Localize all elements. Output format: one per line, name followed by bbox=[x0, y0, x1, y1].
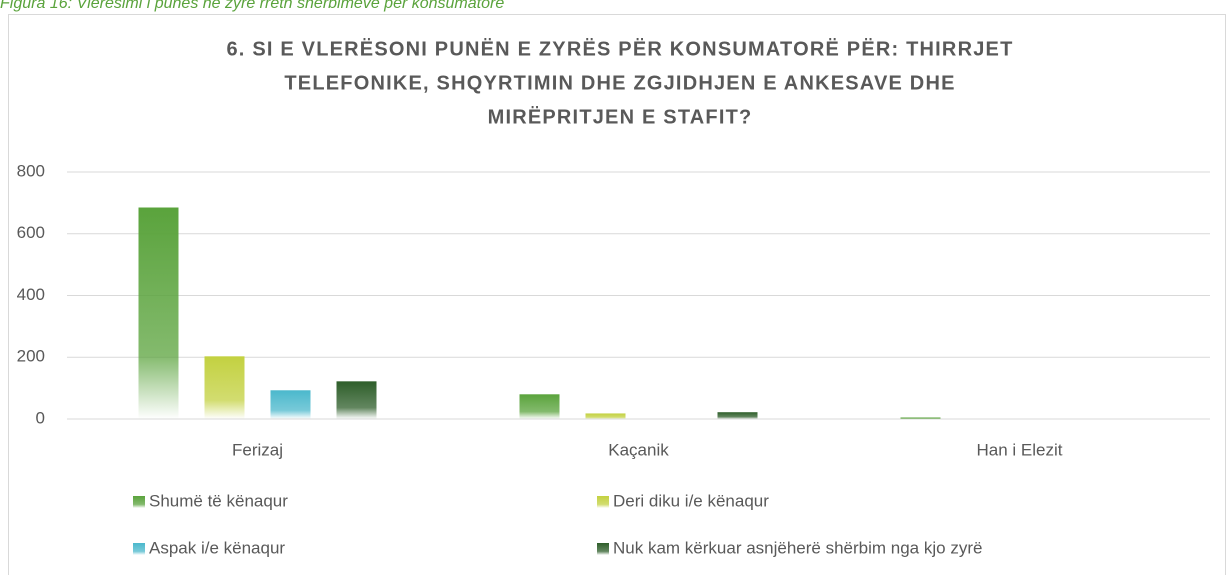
chart-frame bbox=[8, 14, 1226, 575]
bar bbox=[585, 413, 626, 419]
chart-title: MIRËPRITJEN E STAFIT? bbox=[488, 105, 753, 128]
bar bbox=[270, 390, 311, 419]
bar bbox=[204, 356, 245, 419]
legend-swatch bbox=[133, 496, 145, 508]
x-tick-label: Ferizaj bbox=[232, 440, 283, 459]
x-tick-label: Han i Elezit bbox=[977, 440, 1063, 459]
legend-swatch bbox=[597, 496, 609, 508]
y-tick-label: 400 bbox=[17, 285, 45, 304]
chart-title: 6. SI E VLERËSONI PUNËN E ZYRËS PËR KONS… bbox=[226, 37, 1013, 60]
y-tick-label: 600 bbox=[17, 223, 45, 242]
y-tick-label: 0 bbox=[36, 408, 45, 427]
legend-swatch bbox=[133, 543, 145, 555]
chart-title: TELEFONIKE, SHQYRTIMIN DHE ZGJIDHJEN E A… bbox=[284, 72, 955, 94]
legend-label: Nuk kam kërkuar asnjëherë shërbim nga kj… bbox=[613, 538, 982, 557]
bar bbox=[900, 417, 941, 419]
bar bbox=[138, 207, 179, 419]
bar bbox=[519, 394, 560, 419]
y-tick-label: 800 bbox=[17, 161, 45, 180]
legend-label: Shumë të kënaqur bbox=[149, 491, 288, 510]
legend-label: Aspak i/e kënaqur bbox=[149, 538, 285, 557]
legend-label: Deri diku i/e kënaqur bbox=[613, 491, 769, 510]
bar bbox=[336, 381, 377, 419]
y-tick-label: 200 bbox=[17, 347, 45, 366]
bar bbox=[717, 412, 758, 419]
x-tick-label: Kaçanik bbox=[608, 440, 669, 459]
caption: Figura 16: Vlerësimi i punës në zyrë rre… bbox=[0, 0, 504, 12]
legend-swatch bbox=[597, 543, 609, 555]
